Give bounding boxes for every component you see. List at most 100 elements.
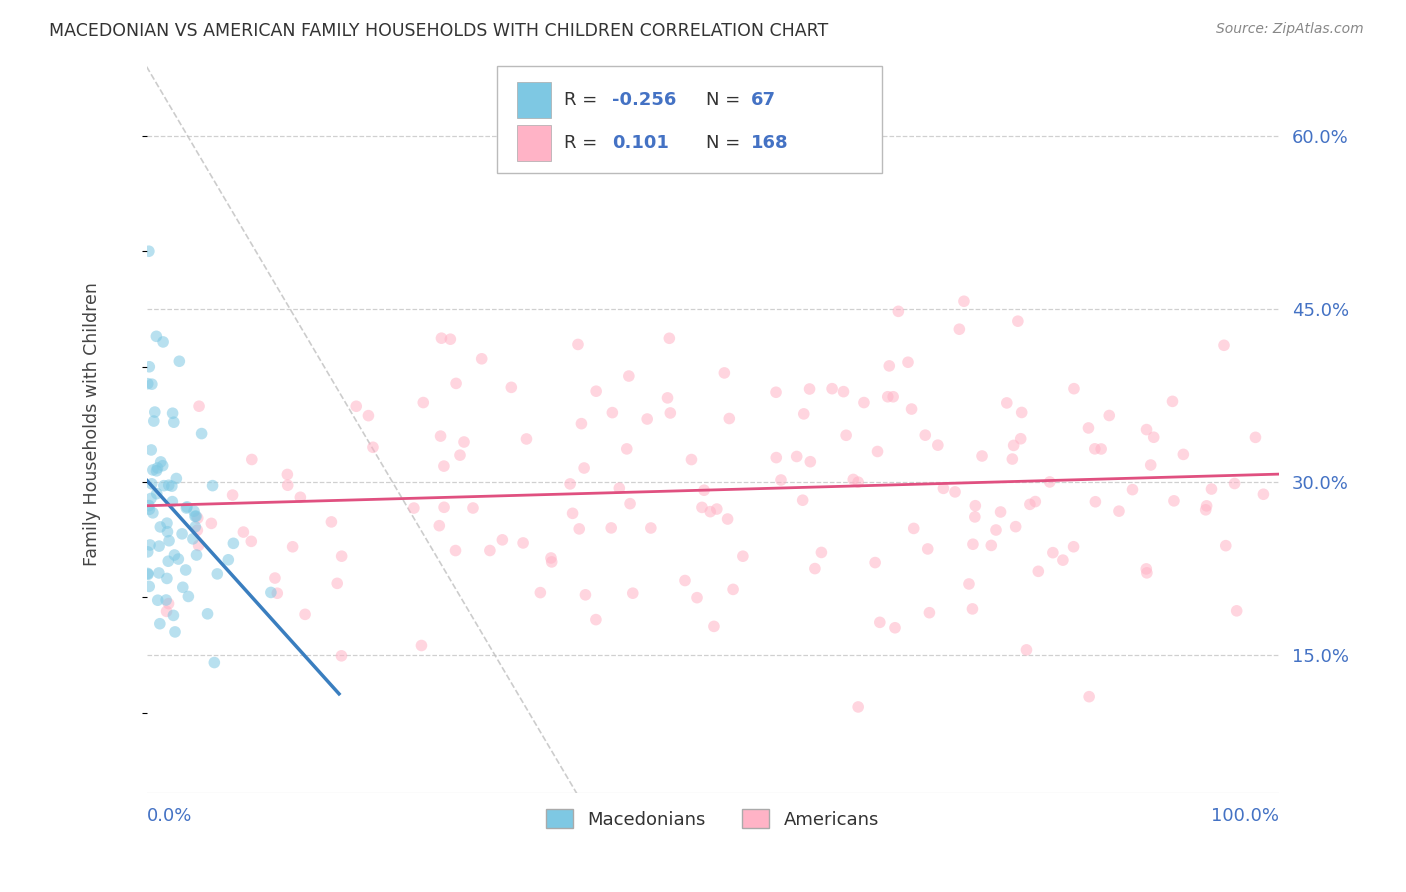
- Text: R =: R =: [564, 91, 598, 109]
- Text: 67: 67: [751, 91, 776, 109]
- Point: [290, 490, 312, 504]
- Point: [917, 541, 939, 556]
- Point: [136, 545, 159, 559]
- FancyBboxPatch shape: [498, 66, 883, 173]
- Point: [1143, 430, 1166, 444]
- Point: [157, 478, 180, 492]
- Text: N =: N =: [706, 134, 740, 152]
- Point: [197, 607, 219, 621]
- Point: [568, 522, 591, 536]
- Point: [769, 473, 792, 487]
- Point: [529, 585, 551, 599]
- Point: [980, 538, 1002, 552]
- Point: [136, 566, 159, 581]
- Point: [142, 506, 165, 520]
- Point: [1253, 487, 1275, 501]
- Point: [330, 648, 353, 663]
- Point: [186, 523, 208, 537]
- Text: Family Households with Children: Family Households with Children: [83, 282, 101, 566]
- Point: [1135, 562, 1157, 576]
- FancyBboxPatch shape: [517, 125, 551, 161]
- Point: [703, 619, 725, 633]
- Point: [412, 395, 434, 409]
- Point: [903, 521, 925, 535]
- Point: [172, 580, 194, 594]
- Point: [277, 478, 299, 492]
- Point: [141, 442, 163, 457]
- Point: [330, 549, 353, 564]
- Point: [157, 554, 180, 568]
- Point: [461, 501, 484, 516]
- Point: [439, 332, 461, 346]
- Point: [1201, 482, 1223, 496]
- Point: [876, 390, 898, 404]
- Point: [1024, 494, 1046, 508]
- Point: [143, 405, 166, 419]
- Point: [264, 571, 287, 585]
- Point: [512, 536, 534, 550]
- Point: [932, 481, 955, 495]
- Point: [600, 521, 623, 535]
- Point: [619, 497, 641, 511]
- Point: [281, 540, 304, 554]
- Text: Source: ZipAtlas.com: Source: ZipAtlas.com: [1216, 22, 1364, 37]
- Point: [141, 377, 163, 392]
- Point: [900, 402, 922, 417]
- Point: [202, 656, 225, 670]
- Point: [148, 539, 170, 553]
- Point: [953, 294, 976, 309]
- Point: [201, 478, 224, 492]
- Point: [927, 438, 949, 452]
- Point: [361, 440, 384, 454]
- Point: [884, 621, 907, 635]
- Point: [138, 244, 160, 259]
- Point: [163, 415, 186, 429]
- Point: [852, 395, 875, 409]
- Point: [869, 615, 891, 630]
- Point: [713, 366, 735, 380]
- Text: MACEDONIAN VS AMERICAN FAMILY HOUSEHOLDS WITH CHILDREN CORRELATION CHART: MACEDONIAN VS AMERICAN FAMILY HOUSEHOLDS…: [49, 22, 828, 40]
- Point: [156, 516, 179, 530]
- Point: [786, 450, 808, 464]
- Text: 0.101: 0.101: [612, 134, 669, 152]
- Point: [167, 552, 190, 566]
- Point: [433, 500, 456, 515]
- Point: [585, 613, 607, 627]
- Point: [1195, 503, 1218, 517]
- Point: [163, 548, 186, 562]
- Point: [640, 521, 662, 535]
- Point: [617, 369, 640, 384]
- Point: [1163, 493, 1185, 508]
- Point: [1002, 438, 1025, 452]
- Point: [1011, 405, 1033, 419]
- Text: 168: 168: [751, 134, 789, 152]
- Point: [429, 429, 451, 443]
- Point: [156, 571, 179, 585]
- Point: [138, 499, 160, 513]
- Point: [1139, 458, 1161, 472]
- Point: [1010, 432, 1032, 446]
- Point: [200, 516, 222, 531]
- Point: [321, 515, 343, 529]
- Point: [156, 524, 179, 539]
- Point: [153, 478, 176, 492]
- Point: [561, 506, 583, 520]
- Point: [174, 563, 197, 577]
- Text: 100.0%: 100.0%: [1211, 807, 1278, 825]
- Point: [574, 588, 596, 602]
- Point: [943, 484, 966, 499]
- Point: [877, 359, 900, 373]
- Point: [897, 355, 920, 369]
- Point: [145, 464, 167, 478]
- Point: [430, 331, 453, 345]
- Point: [914, 428, 936, 442]
- Point: [681, 452, 703, 467]
- Text: 0.0%: 0.0%: [146, 807, 193, 825]
- Point: [186, 548, 208, 562]
- Point: [1063, 540, 1085, 554]
- Point: [658, 331, 681, 345]
- Point: [1195, 499, 1218, 513]
- Point: [799, 455, 821, 469]
- Point: [138, 579, 160, 593]
- Point: [1215, 539, 1237, 553]
